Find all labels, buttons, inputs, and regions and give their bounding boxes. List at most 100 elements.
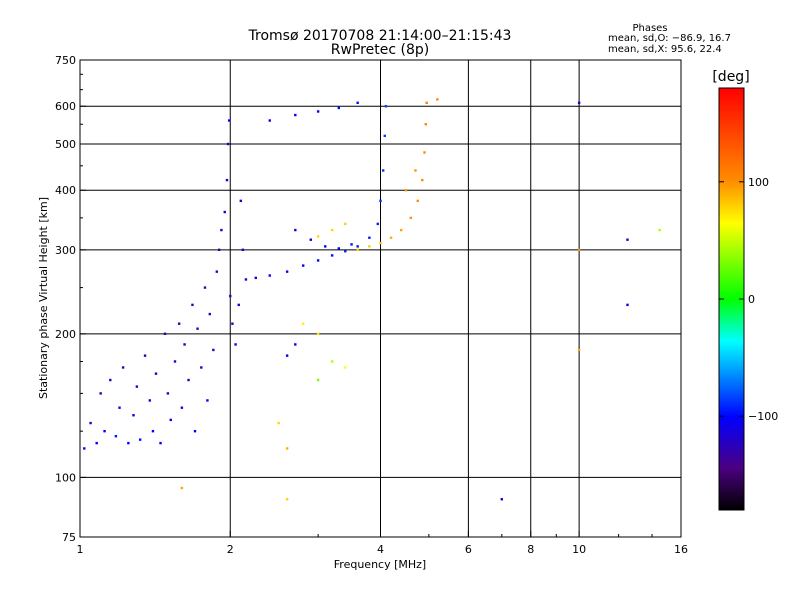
colorbar-tick-label: −100: [748, 410, 778, 423]
data-point: [99, 392, 102, 395]
data-point: [344, 250, 347, 253]
colorbar-ticks: 100 0 −100: [719, 176, 778, 423]
data-point: [350, 243, 353, 246]
data-point: [421, 178, 424, 182]
data-point: [356, 248, 359, 252]
y-tick-label: 200: [55, 328, 76, 341]
y-tick-label: 75: [62, 531, 76, 544]
data-point: [316, 110, 320, 113]
data-point: [294, 113, 297, 117]
data-point: [138, 438, 142, 441]
data-point: [220, 228, 223, 232]
data-point: [227, 119, 231, 122]
data-point: [277, 421, 280, 425]
data-point: [103, 429, 106, 433]
x-tick-label: 1: [77, 543, 84, 556]
data-point: [237, 303, 240, 307]
x-tick-label: 2: [227, 543, 234, 556]
data-point: [384, 105, 388, 108]
data-point: [234, 343, 237, 346]
colorbar-tick-label: 0: [748, 293, 755, 306]
data-point: [376, 222, 379, 226]
y-tick-label: 600: [55, 100, 76, 113]
data-point: [285, 498, 289, 501]
data-point: [626, 303, 629, 307]
data-point: [132, 414, 135, 417]
data-point: [206, 399, 209, 402]
x-tick-label: 10: [572, 543, 586, 556]
data-point: [226, 142, 230, 146]
data-point: [148, 399, 152, 402]
data-point: [316, 332, 320, 336]
data-point: [330, 254, 334, 257]
data-point: [151, 429, 155, 433]
data-point: [241, 248, 245, 252]
data-point: [95, 441, 98, 445]
data-point: [239, 199, 243, 203]
colorbar-tick-label: 100: [748, 176, 769, 189]
data-point: [169, 418, 172, 422]
data-point: [383, 134, 386, 138]
data-point: [356, 245, 359, 248]
data-point: [191, 303, 194, 307]
y-tick-label: 100: [55, 471, 76, 484]
data-point: [381, 169, 385, 172]
data-point: [109, 378, 112, 382]
phases-heading: Phases: [632, 23, 667, 34]
data-point: [143, 354, 147, 357]
data-point: [154, 372, 158, 375]
data-point: [121, 366, 125, 369]
data-point: [316, 235, 320, 238]
data-point: [368, 245, 371, 248]
data-point: [368, 236, 371, 239]
data-point: [301, 264, 305, 267]
data-point: [337, 106, 341, 110]
data-point: [658, 228, 661, 232]
data-point: [577, 101, 581, 105]
y-tick-label: 400: [55, 184, 76, 197]
data-point: [577, 248, 581, 252]
data-point: [193, 429, 197, 433]
data-point: [159, 441, 162, 445]
data-point: [268, 274, 271, 277]
data-point: [208, 312, 212, 316]
data-point: [254, 276, 257, 280]
data-point: [215, 270, 219, 273]
data-point: [425, 101, 428, 105]
data-point: [225, 178, 229, 182]
chart-subtitle: RwPretec (8p): [331, 42, 429, 58]
data-point: [389, 236, 393, 239]
x-tick-label: 6: [465, 543, 472, 556]
y-axis-ticks: 75 100 200 300 400 500 600 750: [55, 54, 86, 544]
data-point: [89, 421, 92, 425]
data-point: [379, 199, 382, 203]
grid: [80, 60, 681, 537]
data-point: [294, 343, 297, 346]
data-point: [180, 486, 184, 490]
data-point: [217, 248, 221, 252]
data-point: [577, 348, 581, 352]
data-point: [416, 199, 419, 203]
x-tick-label: 16: [674, 543, 688, 556]
data-point: [244, 278, 248, 281]
data-point: [379, 241, 382, 245]
data-point: [309, 238, 312, 241]
data-point: [414, 169, 417, 172]
data-point: [285, 354, 289, 357]
data-point: [231, 322, 234, 325]
data-point: [500, 498, 504, 501]
data-point: [285, 447, 289, 450]
data-point: [183, 343, 186, 346]
data-point: [330, 228, 334, 232]
data-point: [409, 216, 412, 220]
data-point: [399, 228, 403, 232]
y-tick-label: 300: [55, 244, 76, 257]
phases-line-x: mean, sd,X: 95.6, 22.4: [608, 44, 722, 55]
x-tick-label: 8: [527, 543, 534, 556]
data-point: [200, 366, 203, 369]
data-point: [114, 435, 118, 438]
x-axis-label: Frequency [MHz]: [334, 558, 426, 571]
x-axis-ticks: 1 2 4 6 8 10 16: [77, 531, 688, 556]
data-point: [404, 189, 408, 192]
